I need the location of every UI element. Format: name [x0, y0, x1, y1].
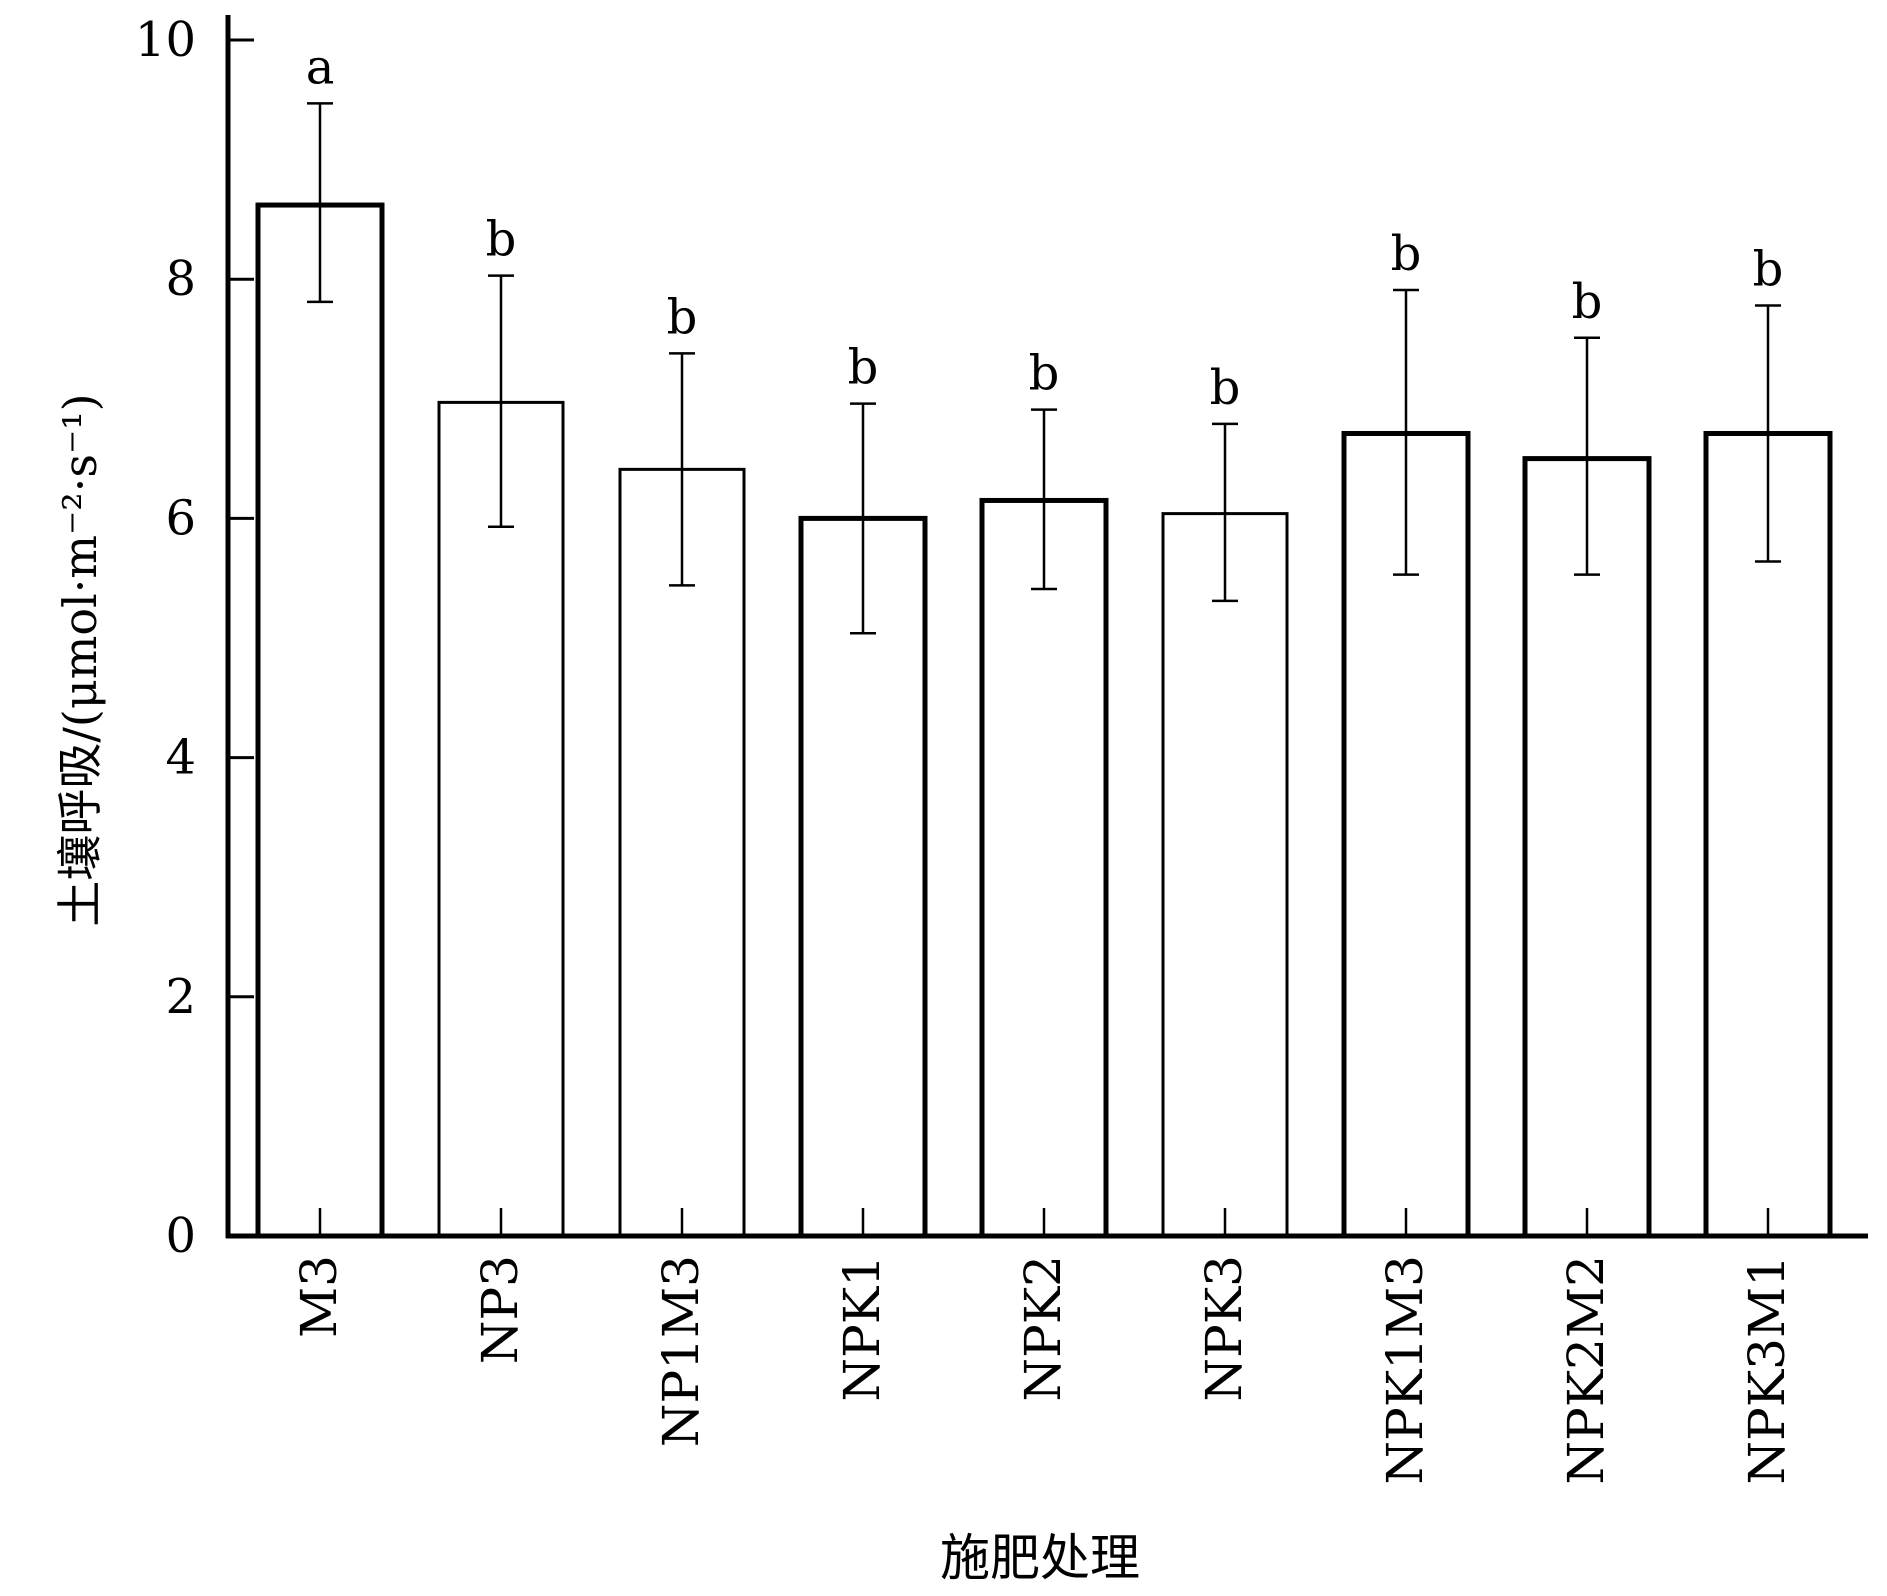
bars-layer [255, 202, 1833, 1239]
x-tick-label-npk2: NPK2 [1014, 1255, 1072, 1402]
significance-letter-npk3m1: b [1753, 242, 1784, 298]
error-bars-layer [307, 102, 1781, 635]
significance-letters-layer: a b b b b b b b b [306, 39, 1784, 416]
y-tick-label-8: 8 [165, 251, 196, 307]
x-tick-label-npk3: NPK3 [1195, 1255, 1253, 1402]
x-axis-label: 施肥处理 [940, 1529, 1140, 1587]
y-tick-label-0: 0 [165, 1208, 196, 1264]
significance-letter-np1m3: b [667, 289, 698, 345]
bar-m3 [255, 202, 385, 1239]
x-tick-label-npk1m3: NPK1M3 [1376, 1255, 1434, 1485]
bar-npk3 [1161, 512, 1289, 1238]
y-tick-label-6: 6 [165, 490, 196, 546]
y-tick-label-10: 10 [135, 12, 196, 68]
x-ticks-layer: M3 NP3 NP1M3 NPK1 NPK2 NPK3 NPK1M3 NPK2M2 NPK3M1 [290, 1208, 1796, 1485]
significance-letter-npk1m3: b [1391, 226, 1422, 282]
y-ticks-layer: 0 2 4 6 8 10 [135, 12, 254, 1264]
significance-letter-npk1: b [848, 340, 879, 396]
significance-letter-npk3: b [1210, 360, 1241, 416]
x-tick-label-npk1: NPK1 [833, 1255, 891, 1402]
bar-np3 [437, 400, 565, 1238]
x-tick-label-npk2m2: NPK2M2 [1557, 1255, 1615, 1485]
significance-letter-np3: b [486, 212, 517, 268]
significance-letter-npk2m2: b [1572, 274, 1603, 330]
axes-layer [225, 15, 1868, 1239]
y-tick-label-2: 2 [165, 969, 196, 1025]
significance-letter-m3: a [306, 39, 335, 95]
x-tick-label-m3: M3 [290, 1255, 348, 1338]
y-axis-label: 土壤呼吸/(μmol·m⁻²·s⁻¹) [53, 393, 107, 926]
bar-npk1 [798, 515, 928, 1239]
x-tick-label-npk3m1: NPK3M1 [1738, 1255, 1796, 1485]
y-tick-label-4: 4 [165, 730, 196, 786]
significance-letter-npk2: b [1029, 346, 1060, 402]
x-tick-label-np3: NP3 [471, 1255, 529, 1364]
bar-npk2 [979, 497, 1109, 1239]
bar-npk2m2 [1522, 456, 1652, 1239]
x-tick-label-np1m3: NP1M3 [652, 1255, 710, 1447]
